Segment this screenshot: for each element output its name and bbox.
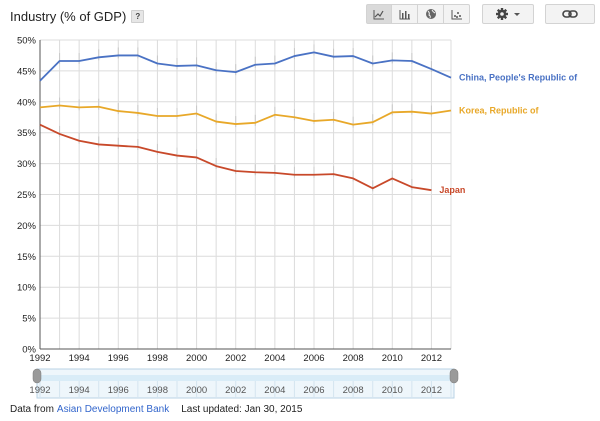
range-tick-label: 2006 xyxy=(303,385,324,396)
line-chart-icon xyxy=(373,9,384,19)
range-handle-start[interactable] xyxy=(32,368,42,384)
range-selection xyxy=(37,375,454,381)
link-icon xyxy=(562,10,578,18)
range-tick-label: 2004 xyxy=(264,385,285,396)
y-tick-label: 50% xyxy=(17,36,37,47)
bar-chart-button[interactable] xyxy=(392,4,418,24)
line-chart: 0%5%10%15%20%25%30%35%40%45%50%1992 1994 1… xyxy=(17,36,578,399)
range-tick-label: 2010 xyxy=(382,385,403,396)
footer-prefix: Data from xyxy=(10,404,54,415)
y-tick-label: 30% xyxy=(17,159,37,170)
last-updated: Last updated: Jan 30, 2015 xyxy=(181,404,303,415)
time-range-slider[interactable]: 1992 1994 1996 1998 2000 2002 2004 2006 2008 2010… xyxy=(29,368,459,399)
gear-icon xyxy=(496,8,520,20)
range-tick-label: 2008 xyxy=(343,385,364,396)
chart-series xyxy=(39,51,452,192)
chart-type-switcher xyxy=(366,4,470,24)
x-tick-label: 2010 xyxy=(382,353,403,364)
chart-toolbar xyxy=(366,4,595,24)
bar-chart-icon xyxy=(399,9,410,19)
globe-map-icon xyxy=(425,9,436,19)
x-tick-label: 1992 xyxy=(29,353,50,364)
range-tick-label: 2000 xyxy=(186,385,207,396)
range-tick-label: 2002 xyxy=(225,385,246,396)
scatter-chart-icon xyxy=(451,9,462,19)
range-tick-label: 1996 xyxy=(108,385,129,396)
y-tick-label: 20% xyxy=(17,221,37,232)
series-label-korea[interactable]: Korea, Republic of xyxy=(459,105,540,115)
x-tick-label: 2002 xyxy=(225,353,246,364)
help-icon[interactable]: ? xyxy=(131,9,145,23)
x-tick-label: 1994 xyxy=(69,353,90,364)
settings-button[interactable] xyxy=(482,4,534,24)
x-tick-label: 2008 xyxy=(343,353,364,364)
chevron-down-icon xyxy=(514,13,520,16)
scatter-chart-button[interactable] xyxy=(444,4,470,24)
y-tick-label: 40% xyxy=(17,97,37,108)
x-tick-label: 2006 xyxy=(303,353,324,364)
series-label-japan[interactable]: Japan xyxy=(439,185,465,195)
range-track[interactable] xyxy=(36,368,455,399)
chart-title: Industry (% of GDP) xyxy=(10,8,127,24)
chart-footer: Data from Asian Development Bank Last up… xyxy=(10,404,302,415)
x-tick-label: 2012 xyxy=(421,353,442,364)
range-tick-label: 1998 xyxy=(147,385,168,396)
y-tick-label: 25% xyxy=(17,190,37,201)
y-tick-label: 10% xyxy=(17,283,37,294)
range-tick-label: 1992 xyxy=(29,385,50,396)
series-line-china[interactable] xyxy=(39,51,452,82)
y-tick-label: 35% xyxy=(17,128,37,139)
x-tick-label: 2004 xyxy=(264,353,285,364)
x-tick-label: 2000 xyxy=(186,353,207,364)
x-tick-label: 1996 xyxy=(108,353,129,364)
line-chart-button[interactable] xyxy=(366,4,392,24)
chart-axes: 0% 5% 10% 15% 20% 25% 30% 35% 40% 45% 50% 1992 1994 1… xyxy=(17,36,451,364)
range-tick-label: 1994 xyxy=(69,385,90,396)
series-line-japan[interactable] xyxy=(39,123,432,192)
source-link[interactable]: Asian Development Bank xyxy=(56,404,170,415)
link-button[interactable] xyxy=(545,4,595,24)
series-label-china[interactable]: China, People's Republic of xyxy=(459,73,578,83)
y-tick-label: 0% xyxy=(22,345,36,356)
map-chart-button[interactable] xyxy=(418,4,444,24)
y-tick-label: 5% xyxy=(22,314,36,325)
chart-gridlines xyxy=(39,39,452,349)
x-tick-label: 1998 xyxy=(147,353,168,364)
range-tick-label: 2012 xyxy=(421,385,442,396)
y-tick-label: 15% xyxy=(17,252,37,263)
range-handle-end[interactable] xyxy=(449,368,459,384)
chart-series-labels: China, People's Republic of Korea, Republ… xyxy=(439,73,578,195)
y-tick-label: 45% xyxy=(17,66,37,77)
chart-title-row: Industry (% of GDP) ? xyxy=(10,6,145,26)
series-line-korea[interactable] xyxy=(39,104,452,126)
